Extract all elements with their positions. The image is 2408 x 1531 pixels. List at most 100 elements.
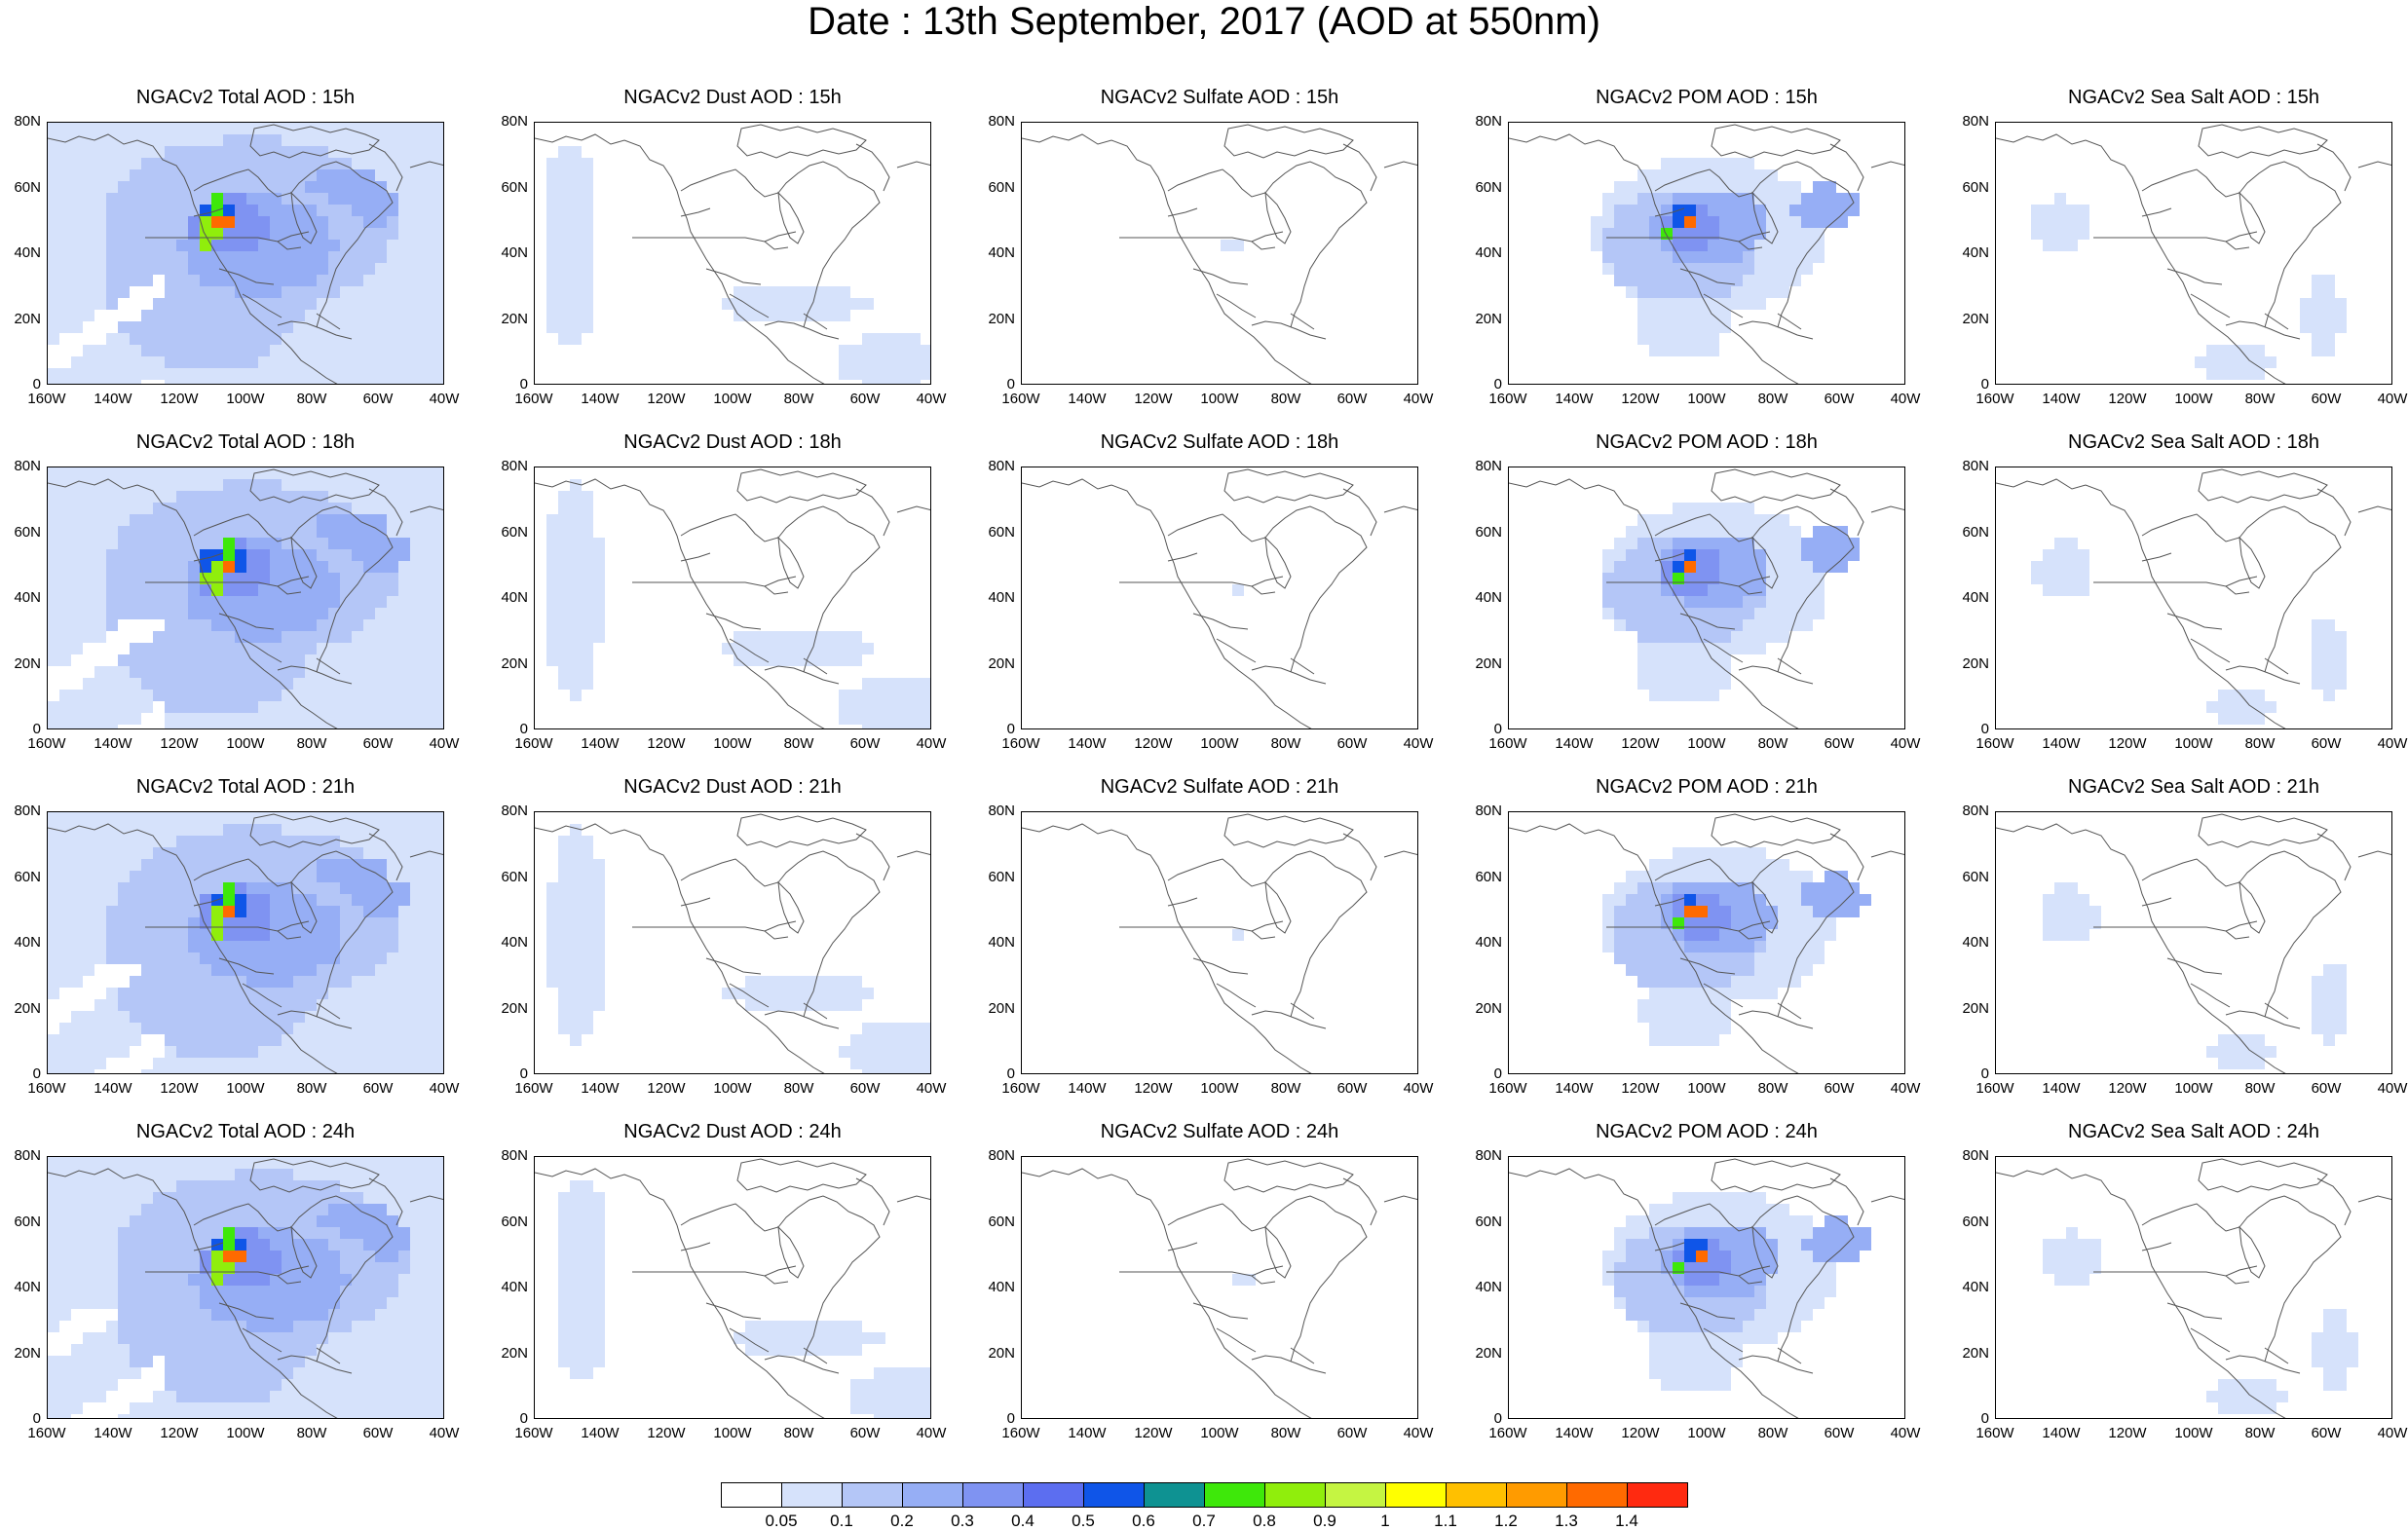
figure-title: Date : 13th September, 2017 (AOD at 550n… [808, 0, 1600, 43]
colorbar-swatch [721, 1482, 782, 1508]
y-tick-label: 20N [988, 654, 1015, 672]
x-tick-label: 100W [1200, 735, 1239, 752]
colorbar-swatch [842, 1482, 903, 1508]
x-tick-label: 40W [1403, 391, 1434, 407]
x-tick-label: 120W [647, 1080, 686, 1097]
x-tick-label: 100W [1687, 1425, 1726, 1441]
colorbar-label: 0.1 [830, 1512, 853, 1530]
map-svg [48, 123, 443, 384]
y-tick-label: 0 [1006, 1410, 1015, 1427]
x-tick-label: 100W [713, 1080, 752, 1097]
panel-title: NGACv2 Sulfate AOD : 15h [1100, 87, 1339, 108]
map-svg [1996, 124, 2391, 384]
x-tick-label: 120W [647, 735, 686, 752]
x-tick-label: 140W [581, 735, 620, 752]
x-tick-label: 160W [514, 1425, 553, 1441]
map-svg [1509, 468, 1904, 728]
map-svg [535, 1158, 930, 1418]
x-tick-label: 120W [1134, 1425, 1173, 1441]
map-panel: NGACv2 POM AOD : 15h 80N 60N 40N 20N 0 160W 140… [1461, 87, 1952, 418]
x-tick-label: 140W [581, 391, 620, 407]
x-tick-label: 40W [429, 391, 460, 407]
map-frame [534, 1156, 931, 1419]
map-svg [48, 467, 443, 728]
y-tick-label: 60N [14, 178, 41, 196]
x-tick-label: 40W [2377, 735, 2408, 752]
colorbar-label: 0.2 [890, 1512, 914, 1530]
x-tick-label: 140W [2042, 1080, 2081, 1097]
coastline [1022, 124, 1417, 384]
y-tick-label: 20N [1475, 654, 1502, 672]
y-tick-label: 40N [1475, 589, 1502, 606]
y-tick-label: 0 [32, 721, 41, 737]
dust-aod-field [546, 479, 930, 728]
x-tick-label: 140W [2042, 1425, 2081, 1441]
y-tick-label: 20N [501, 999, 528, 1017]
x-tick-label: 120W [2108, 735, 2147, 752]
seasalt-aod-field [2043, 882, 2347, 1069]
y-tick-label: 40N [1475, 244, 1502, 261]
x-tick-label: 60W [2311, 1425, 2342, 1441]
x-tick-label: 80W [1270, 1425, 1301, 1441]
x-tick-label: 160W [1975, 735, 2014, 752]
x-tick-label: 100W [713, 735, 752, 752]
colorbar-swatch [1325, 1482, 1386, 1508]
x-tick-label: 160W [514, 1080, 553, 1097]
x-tick-label: 60W [362, 1425, 394, 1441]
x-tick-label: 60W [1336, 1080, 1368, 1097]
sulfate-aod-field [1221, 240, 1244, 251]
x-tick-label: 140W [1068, 1425, 1107, 1441]
y-tick-label: 40N [1962, 1279, 1989, 1295]
y-tick-label: 80N [501, 113, 528, 130]
y-tick-label: 40N [501, 934, 528, 951]
y-tick-label: 20N [988, 999, 1015, 1017]
colorbar-label: 1.2 [1494, 1512, 1518, 1530]
y-tick-label: 80N [988, 1147, 1015, 1164]
map-panel: NGACv2 Dust AOD : 21h 80N 60N 40N 20N 0 160W 14… [487, 776, 978, 1107]
map-frame [1508, 122, 1905, 385]
y-tick-label: 80N [1962, 113, 1989, 130]
colorbar-swatch [1506, 1482, 1567, 1508]
colorbar-label: 0.4 [1011, 1512, 1035, 1530]
total-aod-field [48, 812, 443, 1073]
y-tick-label: 80N [1962, 1147, 1989, 1164]
y-tick-label: 60N [1475, 868, 1502, 885]
panel-title: NGACv2 POM AOD : 18h [1596, 431, 1818, 453]
x-tick-label: 160W [27, 391, 66, 407]
coastline [1509, 1158, 1904, 1418]
x-tick-label: 40W [1890, 735, 1921, 752]
colorbar-label: 0.8 [1253, 1512, 1276, 1530]
y-tick-label: 20N [1475, 999, 1502, 1017]
x-tick-label: 100W [1200, 391, 1239, 407]
colorbar-swatch [1566, 1482, 1628, 1508]
coastline [1996, 813, 2391, 1073]
x-tick-label: 60W [1824, 1080, 1855, 1097]
panel-title: NGACv2 Sulfate AOD : 24h [1100, 1121, 1339, 1142]
x-tick-label: 160W [1001, 391, 1040, 407]
colorbar-label: 0.7 [1192, 1512, 1216, 1530]
x-tick-label: 100W [226, 1425, 265, 1441]
y-tick-label: 0 [1980, 721, 1989, 737]
y-tick-label: 60N [988, 523, 1015, 541]
y-tick-label: 80N [14, 803, 41, 819]
x-tick-label: 80W [2244, 1425, 2276, 1441]
panel-title: NGACv2 POM AOD : 15h [1596, 87, 1818, 108]
pom-aod-field [1591, 158, 1860, 356]
colorbar-label: 0.9 [1313, 1512, 1336, 1530]
y-tick-label: 80N [988, 803, 1015, 819]
colorbar-label: 1.3 [1555, 1512, 1578, 1530]
y-tick-label: 60N [501, 1213, 528, 1230]
map-panel: NGACv2 Sea Salt AOD : 21h 80N 60N 40N 20N 0 16… [1948, 776, 2408, 1107]
colorbar-label: 0.6 [1132, 1512, 1155, 1530]
x-tick-label: 80W [783, 391, 814, 407]
coastline [1022, 1158, 1417, 1418]
x-tick-label: 80W [2244, 391, 2276, 407]
map-frame [534, 811, 931, 1074]
map-frame [1508, 467, 1905, 729]
y-tick-label: 20N [14, 1344, 41, 1362]
x-tick-label: 120W [2108, 1425, 2147, 1441]
x-tick-label: 100W [713, 1425, 752, 1441]
x-tick-label: 120W [647, 1425, 686, 1441]
map-svg [1509, 124, 1904, 384]
map-panel: NGACv2 Total AOD : 18h 80N 60N 40N 20N 0 160W 1… [0, 431, 491, 763]
